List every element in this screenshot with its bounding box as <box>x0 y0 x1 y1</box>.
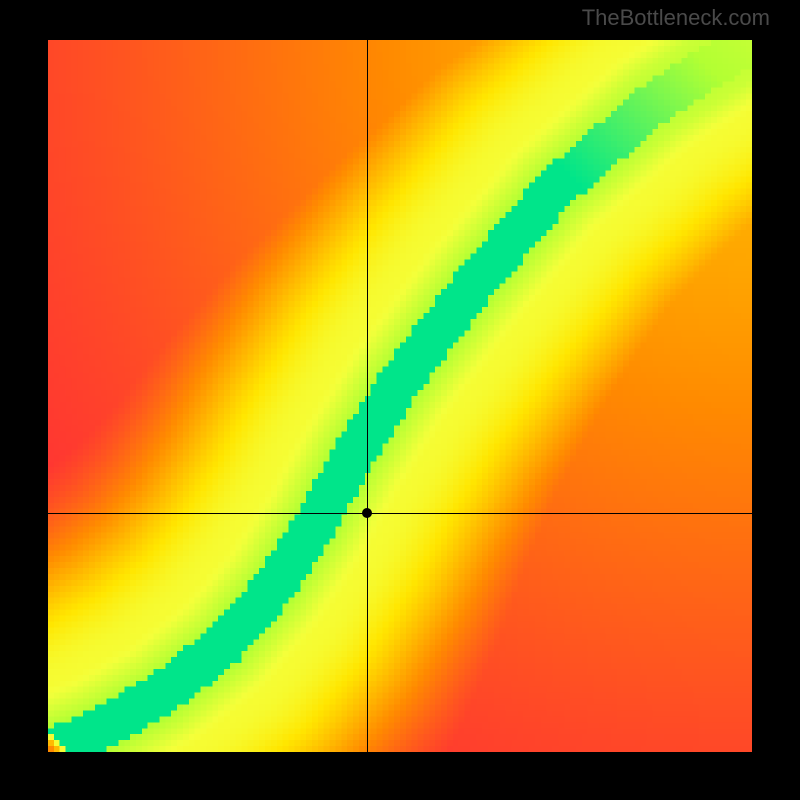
crosshair-horizontal <box>48 513 752 514</box>
root-container: TheBottleneck.com <box>0 0 800 800</box>
crosshair-marker <box>362 508 372 518</box>
crosshair-vertical <box>367 40 368 752</box>
site-title: TheBottleneck.com <box>582 5 770 31</box>
heatmap-plot <box>48 40 752 752</box>
heatmap-canvas <box>48 40 752 752</box>
